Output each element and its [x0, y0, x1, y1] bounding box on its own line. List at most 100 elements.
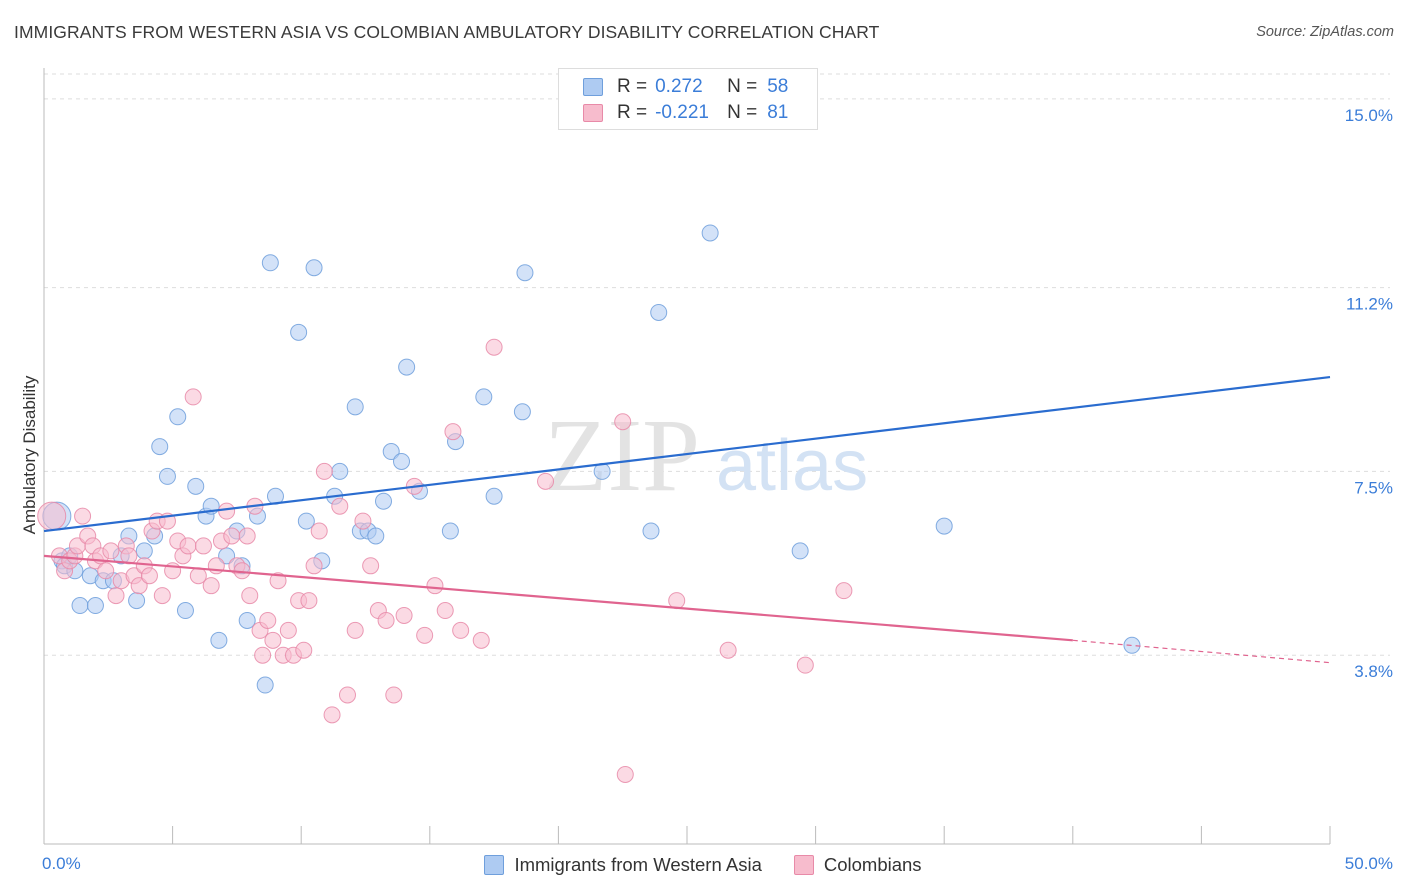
- colombian-point: [107, 587, 125, 605]
- western-asia-point: [441, 522, 459, 540]
- western-asia-point: [135, 542, 153, 560]
- trend-line-western-asia: [43, 375, 1331, 533]
- r-label: R =: [617, 102, 648, 123]
- western-asia-point: [650, 303, 668, 321]
- y-tick-label: 7.5%: [1354, 478, 1393, 497]
- western-asia-point: [485, 487, 503, 505]
- colombian-point: [354, 512, 372, 530]
- colombian-point: [238, 527, 256, 545]
- colombian-point: [426, 577, 444, 595]
- colombian-point: [223, 527, 241, 545]
- colombian-point: [719, 641, 737, 659]
- trend-layer: [43, 375, 1331, 664]
- western-asia-point: [346, 398, 364, 416]
- n-label: N =: [727, 102, 758, 123]
- western-asia-point: [261, 254, 279, 272]
- colombian-point: [194, 537, 212, 555]
- colombian-point: [472, 631, 490, 649]
- legend-label-colombians: Colombians: [823, 854, 922, 875]
- x-tick-label-min: 0.0%: [42, 854, 81, 873]
- colombian-point: [377, 611, 395, 629]
- colombian-point: [385, 686, 403, 704]
- western-asia-point: [128, 592, 146, 610]
- legend-label-western-asia: Immigrants from Western Asia: [514, 854, 762, 875]
- colombian-point: [102, 542, 120, 560]
- western-asia-point: [297, 512, 315, 530]
- colombian-point: [97, 562, 115, 580]
- western-asia-point: [210, 631, 228, 649]
- western-asia-point: [169, 408, 187, 426]
- y-tick-label: 15.0%: [1345, 106, 1393, 125]
- labels-layer: 3.8% 7.5% 11.2% 15.0% 0.0% 50.0%: [42, 106, 1393, 873]
- r-value: 0.272: [655, 76, 703, 97]
- western-asia-point: [176, 602, 194, 620]
- colombian-point: [796, 656, 814, 674]
- colombian-point: [305, 557, 323, 575]
- n-value: 81: [767, 102, 789, 123]
- colombian-point: [279, 621, 297, 639]
- western-asia-point: [935, 517, 953, 535]
- colombian-point: [202, 577, 220, 595]
- stats-legend: R = 0.272 N = 58 R = -0.221 N = 81: [558, 68, 818, 130]
- western-asia-point: [375, 492, 393, 510]
- western-asia-point: [238, 611, 256, 629]
- legend-item-colombians: Colombians: [793, 854, 922, 876]
- western-asia-point: [367, 527, 385, 545]
- colombian-point: [259, 611, 277, 629]
- source-label: Source: ZipAtlas.com: [1256, 24, 1394, 40]
- colombian-point: [310, 522, 328, 540]
- watermark-atlas: atlas: [716, 426, 868, 506]
- colombian-point: [184, 388, 202, 406]
- colombian-point: [485, 338, 503, 356]
- colombian-point: [254, 646, 272, 664]
- y-tick-label: 3.8%: [1354, 662, 1393, 681]
- western-asia-point: [513, 403, 531, 421]
- stats-row-colombians: R = -0.221 N = 81: [583, 101, 788, 125]
- colombian-point: [264, 631, 282, 649]
- r-value: -0.221: [655, 102, 709, 123]
- colombian-point: [436, 602, 454, 620]
- legend-item-western-asia: Immigrants from Western Asia: [484, 854, 762, 876]
- western-asia-point: [256, 676, 274, 694]
- colombian-point: [338, 686, 356, 704]
- chart-title: IMMIGRANTS FROM WESTERN ASIA VS COLOMBIA…: [14, 22, 880, 42]
- swatch-western-asia: [583, 78, 603, 96]
- colombian-point: [218, 502, 236, 520]
- western-asia-point: [701, 224, 719, 242]
- trend-line-colombians-extension: [1072, 639, 1331, 664]
- colombian-point: [616, 765, 634, 783]
- colombian-point: [153, 587, 171, 605]
- points-layer: [37, 224, 1141, 783]
- colombian-point: [452, 621, 470, 639]
- colombian-point: [395, 606, 413, 624]
- western-asia-point: [71, 597, 89, 615]
- colombian-point: [269, 572, 287, 590]
- series-legend: Immigrants from Western Asia Colombians: [0, 852, 1406, 878]
- western-asia-point: [393, 452, 411, 470]
- colombian-point: [614, 413, 632, 431]
- colombian-point: [444, 423, 462, 441]
- western-asia-point: [382, 443, 400, 461]
- stats-row-western-asia: R = 0.272 N = 58: [583, 75, 788, 99]
- colombian-point: [179, 537, 197, 555]
- colombian-point: [362, 557, 380, 575]
- colombian-point: [416, 626, 434, 644]
- western-asia-point: [187, 477, 205, 495]
- colombian-point: [323, 706, 341, 724]
- legend-swatch-western-asia: [484, 855, 505, 875]
- western-asia-point: [218, 547, 236, 565]
- r-label: R =: [617, 76, 648, 97]
- colombian-point: [300, 592, 318, 610]
- western-asia-point: [642, 522, 660, 540]
- colombian-point: [537, 472, 555, 490]
- colombian-point: [331, 497, 349, 515]
- western-asia-point: [151, 438, 169, 456]
- colombian-point: [315, 462, 333, 480]
- western-asia-point: [331, 462, 349, 480]
- colombian-point: [140, 567, 158, 585]
- trend-line-colombians: [43, 554, 1073, 642]
- western-asia-point: [516, 264, 534, 282]
- legend-swatch-colombians: [793, 855, 814, 875]
- colombian-point: [295, 641, 313, 659]
